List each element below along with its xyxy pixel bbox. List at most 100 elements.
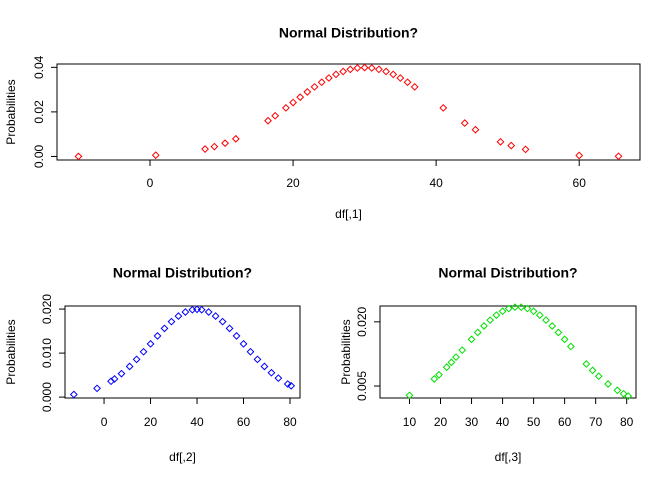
point [160,324,169,333]
point [471,125,480,134]
point [480,322,488,330]
point [232,332,241,340]
point [435,370,443,379]
point [93,384,101,393]
point [442,363,451,372]
point [253,355,262,364]
point [588,366,597,375]
point [410,82,419,91]
x-axis-label: df[,2] [169,450,196,464]
point [225,324,234,333]
chart-title: Normal Distribution? [438,265,577,281]
chart-title: Normal Distribution? [113,265,252,281]
x-tick-label: 40 [496,415,510,429]
point [69,390,78,399]
point [153,332,162,340]
point [151,151,160,160]
point [535,311,544,320]
point [496,137,505,146]
y-axis-label: Probabilities [339,319,353,384]
x-tick-label: 40 [429,176,443,190]
point [452,353,460,362]
point [201,145,209,153]
point [146,339,155,348]
point [289,98,297,107]
point [498,307,507,316]
point [174,312,183,320]
point [218,317,227,326]
point [246,347,255,356]
point [367,64,376,72]
point [447,358,456,367]
y-tick-label: 0.00 [32,144,46,168]
point [239,339,248,348]
point [542,316,550,325]
point [264,116,272,125]
point [405,391,414,400]
x-tick-label: 20 [144,415,158,429]
point [548,322,557,330]
point [317,78,326,87]
x-tick-label: 50 [527,415,541,429]
point [403,78,412,87]
point [521,145,530,154]
point [283,380,292,388]
point [310,82,319,91]
point [110,375,119,383]
x-tick-label: 20 [434,415,448,429]
x-tick-label: 60 [573,176,587,190]
point [430,375,439,383]
point [282,103,290,112]
x-tick-label: 60 [237,415,251,429]
point [486,316,495,325]
point [613,386,622,395]
point [619,389,628,398]
point [139,347,148,356]
point [296,93,305,102]
x-tick-label: 10 [403,415,417,429]
point [197,305,206,314]
point [382,67,390,76]
point [458,346,467,355]
point [560,335,569,344]
y-tick-label: 0.010 [40,338,54,368]
x-tick-label: 0 [101,415,108,429]
y-tick-label: 0.005 [355,371,369,401]
point [204,308,213,316]
point [504,304,513,313]
point [271,111,280,120]
plot-box [56,63,641,161]
x-tick-label: 0 [147,176,154,190]
point [181,308,190,316]
point [517,303,526,312]
point [529,307,538,316]
x-tick-label: 30 [465,415,479,429]
chart-title: Normal Distribution? [279,25,418,41]
point [360,63,369,72]
point [117,369,126,378]
point [132,355,141,364]
point [374,65,383,74]
point [604,380,612,388]
point [473,328,482,337]
point [221,139,230,148]
point [324,74,333,82]
point [260,362,269,371]
point [339,67,348,76]
point [492,311,501,320]
point [389,70,398,79]
plot-box [64,305,301,399]
x-tick-label: 80 [283,415,297,429]
point [566,342,575,351]
point [353,64,362,72]
point [231,134,240,143]
point [554,328,563,337]
plot-box [379,305,637,399]
x-tick-label: 80 [620,415,634,429]
point [507,141,516,150]
point [460,119,469,127]
point [439,103,448,112]
y-axis-label: Probabilities [4,79,18,144]
